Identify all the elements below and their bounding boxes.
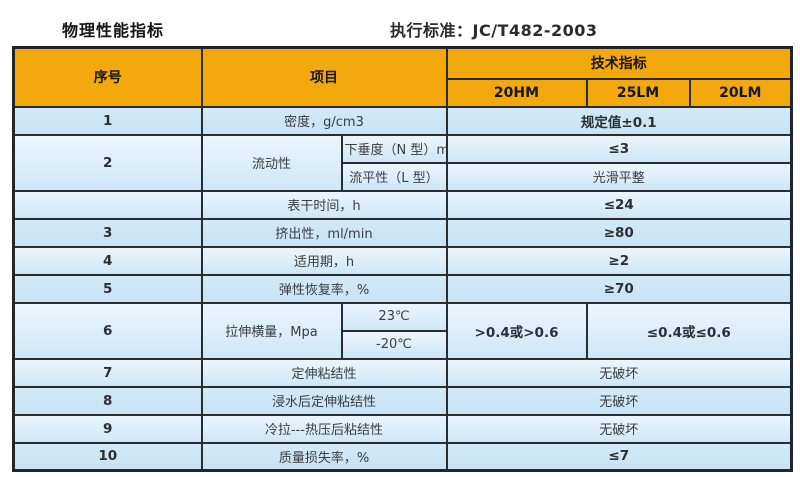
- cell-r5-no: 5: [12, 273, 203, 304]
- header-row-2: 20HM 25LM 20LM: [14, 77, 793, 108]
- cell-r9-value: 无破坏: [445, 413, 793, 444]
- standard-label: 执行标准：JC/T482-2003: [390, 21, 598, 40]
- cell-r4-value: ≥2: [445, 245, 793, 276]
- table-row-1: 1 密度，g/cm3 规定值±0.1: [12, 105, 793, 136]
- cell-r9-item: 冷拉---热压后粘结性: [200, 413, 448, 444]
- cell-rdry-value: ≤24: [445, 189, 793, 220]
- cell-r7-item: 定伸粘结性: [200, 357, 448, 388]
- cell-r2-no: 2: [12, 133, 203, 192]
- cell-r5-item: 弹性恢复率，%: [200, 273, 448, 304]
- cell-r3-item: 挤出性，ml/min: [200, 217, 448, 248]
- cell-r1-value: 规定值±0.1: [445, 105, 793, 136]
- col-header-20hm: 20HM: [445, 77, 588, 108]
- cell-r6-item: 拉伸横量，Mpa: [200, 301, 343, 360]
- page-title: 物理性能指标: [62, 21, 165, 40]
- cell-r10-item: 质量损失率，%: [200, 441, 448, 472]
- cell-r3-no: 3: [12, 217, 203, 248]
- table-row-3: 3 挤出性，ml/min ≥80: [12, 217, 793, 248]
- header-row-1: 序号 项目 技术指标: [12, 46, 793, 108]
- cell-r10-no: 10: [12, 441, 203, 472]
- table-row-2a: 2 流动性 下垂度（N 型）mm ≤3: [12, 133, 793, 192]
- cell-r2-sub1-label: 下垂度（N 型）mm: [340, 133, 448, 164]
- table-row-6b: -20℃: [14, 329, 792, 360]
- cell-r8-no: 8: [12, 385, 203, 416]
- cell-r8-item: 浸水后定伸粘结性: [200, 385, 448, 416]
- cell-r6-value-20hm: >0.4或>0.6: [445, 301, 588, 360]
- top-bar: 物理性能指标 执行标准：JC/T482-2003: [0, 0, 800, 46]
- table-row-7: 7 定伸粘结性 无破坏: [12, 357, 793, 388]
- cell-rdry-no-empty: [12, 189, 203, 220]
- cell-r6-temp1: 23℃: [340, 301, 448, 332]
- cell-r2-sub2-label: 流平性（L 型）: [340, 161, 448, 192]
- col-header-no: 序号: [12, 46, 203, 108]
- table-row-4: 4 适用期，h ≥2: [12, 245, 793, 276]
- table-row-drytime: 表干时间，h ≤24: [12, 189, 793, 220]
- cell-r8-value: 无破坏: [445, 385, 793, 416]
- cell-r6-value-25lm-20lm: ≤0.4或≤0.6: [585, 301, 793, 360]
- table-row-9: 9 冷拉---热压后粘结性 无破坏: [12, 413, 793, 444]
- cell-r6-temp2: -20℃: [340, 329, 448, 360]
- cell-rdry-item: 表干时间，h: [200, 189, 448, 220]
- col-header-item: 项目: [200, 46, 448, 108]
- col-header-20lm: 20LM: [688, 77, 793, 108]
- cell-r2-item: 流动性: [200, 133, 343, 192]
- table-row-10: 10 质量损失率，% ≤7: [12, 441, 793, 472]
- spec-table: 序号 项目 技术指标 20HM 25LM 20LM 1 密度，g/cm3 规定值…: [12, 46, 794, 472]
- cell-r10-value: ≤7: [445, 441, 793, 472]
- col-header-tech: 技术指标: [445, 46, 793, 80]
- cell-r5-value: ≥70: [445, 273, 793, 304]
- table-row-2b: 流平性（L 型） 光滑平整: [14, 161, 793, 192]
- cell-r2-sub2-value: 光滑平整: [445, 161, 793, 192]
- cell-r1-item: 密度，g/cm3: [200, 105, 448, 136]
- table-row-8: 8 浸水后定伸粘结性 无破坏: [12, 385, 793, 416]
- cell-r6-no: 6: [12, 301, 203, 360]
- table-row-5: 5 弹性恢复率，% ≥70: [12, 273, 793, 304]
- cell-r4-item: 适用期，h: [200, 245, 448, 276]
- col-header-25lm: 25LM: [585, 77, 691, 108]
- cell-r4-no: 4: [12, 245, 203, 276]
- table-row-6a: 6 拉伸横量，Mpa 23℃ >0.4或>0.6 ≤0.4或≤0.6: [12, 301, 793, 360]
- cell-r7-no: 7: [12, 357, 203, 388]
- cell-r7-value: 无破坏: [445, 357, 793, 388]
- cell-r9-no: 9: [12, 413, 203, 444]
- cell-r1-no: 1: [12, 105, 203, 136]
- cell-r2-sub1-value: ≤3: [445, 133, 793, 164]
- cell-r3-value: ≥80: [445, 217, 793, 248]
